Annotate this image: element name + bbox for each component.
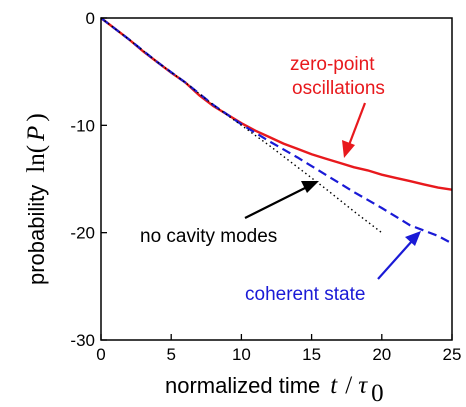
x-axis-symbol-sub: 0 [371,380,384,407]
y-axis-label: probability ln( P ) [23,113,50,285]
y-tick-label: 0 [86,9,95,28]
x-axis-slash: / [345,372,352,399]
x-tick-label: 20 [372,345,391,364]
y-axis-fn: ln( [23,145,50,173]
annotation-no-cavity-modes: no cavity modes [140,226,277,247]
y-tick-label: -10 [70,116,95,135]
annotation-coherent-state: coherent state [245,284,365,305]
arrow-zero-point [342,102,367,158]
arrow-no-cavity-modes [244,181,319,219]
x-tick-label: 0 [96,345,105,364]
y-tick-label: -20 [70,224,95,243]
series-line-coherent-state [100,17,453,245]
tick-layer: 0 5 10 15 20 25 0 -10 -20 -30 [70,9,461,364]
y-tick-label: -30 [70,331,95,350]
series-line-no-cavity-modes [100,17,383,234]
x-axis-symbol-t: t [330,372,338,399]
x-axis-label: normalized time t / τ 0 [165,372,384,407]
series-layer [100,17,453,245]
x-tick-label: 15 [302,345,321,364]
x-tick-label: 25 [443,345,462,364]
annotation-oscillations: oscillations [292,78,385,99]
y-axis-close: ) [23,113,50,121]
plot-frame [100,17,453,341]
annotation-zero-point: zero-point [290,54,375,75]
y-axis-symbol-p: P [23,126,50,142]
x-tick-label: 5 [166,345,175,364]
arrow-coherent-state [377,231,421,280]
x-axis-label-text: normalized time [165,373,320,398]
y-axis-label-text: probability [24,185,49,285]
x-tick-label: 10 [232,345,251,364]
series-line-zero-point-oscillations [100,17,453,191]
x-axis-symbol-tau: τ [358,372,368,399]
